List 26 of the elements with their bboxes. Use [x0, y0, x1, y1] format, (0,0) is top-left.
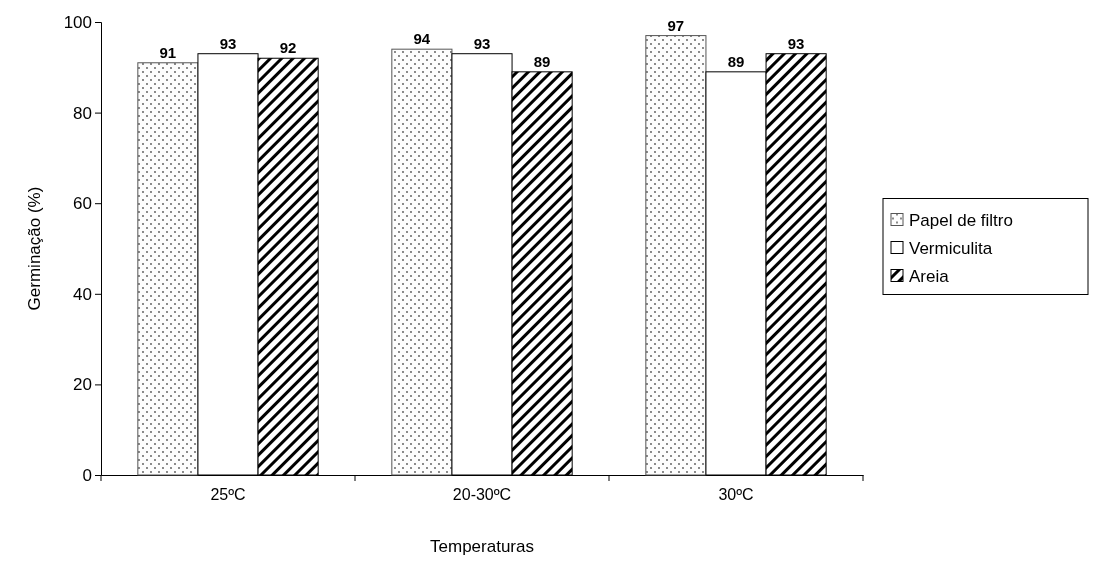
- legend-label: Areia: [909, 266, 950, 286]
- legend-label: Vermiculita: [909, 238, 993, 258]
- data-label: 89: [727, 52, 745, 70]
- data-label: 93: [219, 34, 237, 52]
- x-tick-label: 20-30ºC: [452, 486, 512, 504]
- y-tick-label: 0: [82, 465, 92, 485]
- data-label: 93: [787, 34, 805, 52]
- x-tick-label: 25ºC: [210, 486, 246, 504]
- bar: [137, 62, 199, 476]
- x-axis-title: Temperaturas: [430, 537, 534, 556]
- y-tick-label: 60: [73, 194, 92, 214]
- y-tick-label: 100: [63, 12, 92, 32]
- x-tick-label: 30ºC: [718, 486, 754, 504]
- data-label: 93: [473, 34, 491, 52]
- data-label: 89: [533, 52, 551, 70]
- y-axis-title: Germinação (%): [25, 186, 44, 311]
- y-tick-label: 80: [73, 103, 92, 123]
- y-tick-label: 20: [73, 375, 92, 395]
- y-tick-label: 40: [73, 284, 92, 304]
- data-label: 92: [279, 39, 297, 57]
- legend-label: Papel de filtro: [909, 210, 1013, 230]
- data-label: 91: [159, 43, 177, 61]
- bar: [645, 35, 707, 476]
- bar: [391, 48, 453, 476]
- data-label: 97: [667, 16, 685, 34]
- data-label: 94: [413, 30, 431, 48]
